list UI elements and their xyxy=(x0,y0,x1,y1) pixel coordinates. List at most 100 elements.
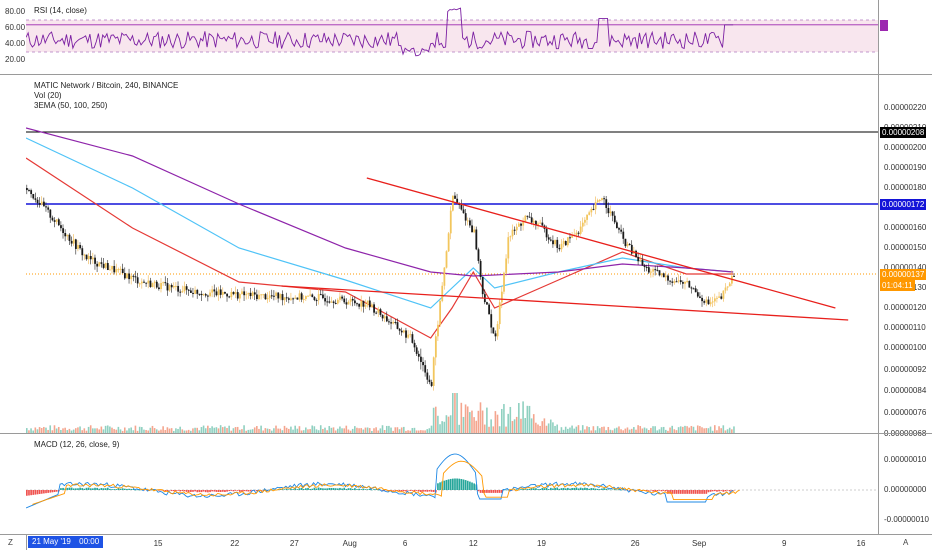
macd-histogram-bar xyxy=(494,490,497,493)
macd-histogram-bar xyxy=(724,490,727,492)
candle-body xyxy=(100,262,103,264)
volume-bar xyxy=(532,414,535,433)
candle-body xyxy=(264,294,267,300)
candle-body xyxy=(415,347,418,354)
rsi-pane[interactable]: RSI (14, close) xyxy=(26,0,878,74)
macd-histogram-bar xyxy=(366,489,369,490)
volume-bar xyxy=(60,429,62,433)
volume-bar xyxy=(81,430,83,433)
candle-body xyxy=(673,281,676,283)
macd-histogram-bar xyxy=(511,490,514,491)
candle-body xyxy=(398,328,401,331)
ema-legend[interactable]: 3EMA (50, 100, 250) xyxy=(34,101,108,110)
volume-bar xyxy=(509,406,512,433)
current-time: 00:00 xyxy=(79,537,100,546)
volume-bar xyxy=(560,427,563,433)
macd-histogram-bar xyxy=(620,489,622,491)
volume-bar xyxy=(258,428,260,433)
main-chart-pane[interactable]: MATIC Network / Bitcoin, 240, BINANCE Vo… xyxy=(26,75,878,433)
macd-histogram-bar xyxy=(351,488,354,490)
volume-bar xyxy=(407,430,409,433)
volume-bar xyxy=(483,424,486,433)
rsi-price-axis[interactable]: 80.00 60.00 40.00 20.00 xyxy=(5,0,932,74)
macd-histogram-bar xyxy=(564,488,567,490)
candle-body xyxy=(57,219,60,226)
candle-body xyxy=(426,372,429,380)
macd-histogram-bar xyxy=(403,490,405,492)
macd-price-axis[interactable]: 0.00000010 0.00000000 -0.00000010 xyxy=(878,434,932,534)
macd-histogram-bar xyxy=(126,488,128,490)
symbol-legend[interactable]: MATIC Network / Bitcoin, 240, BINANCE xyxy=(34,81,179,90)
volume-bar xyxy=(579,430,582,433)
macd-histogram-bar xyxy=(713,490,716,492)
candle-body xyxy=(79,245,82,249)
candle-body xyxy=(170,284,173,288)
macd-histogram-bar xyxy=(336,488,339,490)
volume-bar xyxy=(545,425,548,433)
volume-bar xyxy=(658,429,661,433)
volume-bar xyxy=(364,427,367,433)
macd-histogram-bar xyxy=(89,488,92,490)
candle-body xyxy=(236,292,239,299)
candle-body xyxy=(302,298,305,300)
macd-histogram-bar xyxy=(298,488,301,490)
macd-histogram-bar xyxy=(92,488,94,490)
macd-axis-tick: 0.00000000 xyxy=(884,485,927,494)
candle-body xyxy=(109,269,111,271)
macd-histogram-bar xyxy=(358,488,360,490)
macd-pane[interactable]: MACD (12, 26, close, 9) xyxy=(26,434,878,534)
macd-histogram-bar xyxy=(390,490,392,491)
volume-bar xyxy=(592,426,595,433)
macd-histogram-bar xyxy=(81,488,84,490)
volume-bar xyxy=(183,430,186,433)
volume-bar xyxy=(466,406,469,433)
volume-bar xyxy=(241,429,243,433)
volume-bar xyxy=(232,428,235,433)
macd-histogram-bar xyxy=(322,488,324,490)
candle-body xyxy=(307,295,309,297)
volume-bar xyxy=(675,430,678,433)
volume-bar xyxy=(656,430,659,433)
macd-histogram-bar xyxy=(528,488,531,490)
auto-scale-button[interactable]: A xyxy=(903,538,909,547)
macd-histogram-bar xyxy=(368,488,371,490)
candle-body xyxy=(138,283,141,285)
volume-bar xyxy=(40,428,43,433)
volume-bar xyxy=(424,430,426,433)
candle-body xyxy=(562,241,565,244)
volume-bar xyxy=(511,421,514,433)
volume-bar xyxy=(635,429,637,433)
candle-body xyxy=(194,289,197,294)
candle-body xyxy=(656,269,659,271)
time-axis-label: 12 xyxy=(469,539,478,548)
candle-body xyxy=(590,208,593,213)
time-axis[interactable]: 15 22 27 Aug 6 12 19 26 Sep 9 16 xyxy=(26,535,878,550)
time-axis-label: 9 xyxy=(782,539,787,548)
volume-bar xyxy=(345,425,348,433)
volume-bar xyxy=(228,425,230,433)
volume-bar xyxy=(324,427,326,433)
volume-bar xyxy=(637,425,639,433)
macd-histogram-bar xyxy=(98,488,101,490)
macd-histogram-bar xyxy=(520,489,522,490)
volume-bar xyxy=(134,425,137,433)
zoom-reset-button[interactable]: Z xyxy=(8,538,13,547)
candle-body xyxy=(38,203,41,205)
macd-histogram-bar xyxy=(341,488,343,490)
macd-histogram-bar xyxy=(28,490,30,496)
main-separator[interactable] xyxy=(0,433,932,434)
candle-body xyxy=(507,237,510,259)
volume-bar xyxy=(605,430,607,433)
volume-legend[interactable]: Vol (20) xyxy=(34,91,62,100)
volume-bar xyxy=(66,430,69,433)
volume-bar xyxy=(718,426,720,433)
volume-bar xyxy=(28,430,30,433)
candle-body xyxy=(113,265,116,273)
macd-histogram-bar xyxy=(522,489,524,490)
main-price-axis[interactable]: 0.000002200.000002100.000002000.00000190… xyxy=(878,75,932,438)
macd-histogram-bar xyxy=(113,489,116,490)
candle-body xyxy=(509,236,512,238)
macd-histogram-bar xyxy=(545,487,548,490)
volume-bar xyxy=(415,430,418,433)
rsi-separator[interactable] xyxy=(0,74,932,75)
